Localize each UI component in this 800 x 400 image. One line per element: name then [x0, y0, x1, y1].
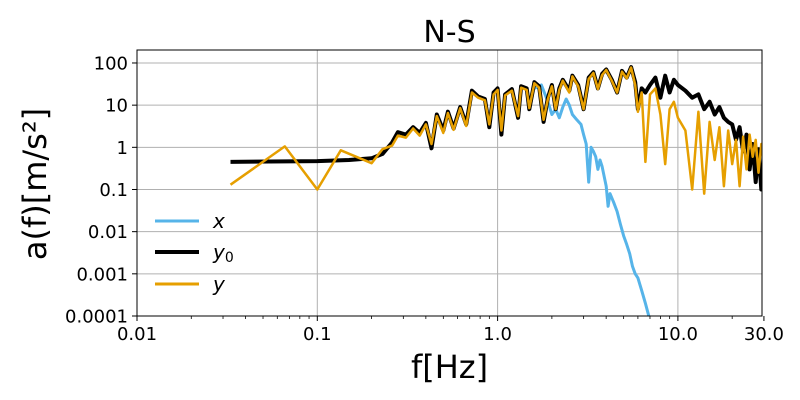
y-axis-label: a(f)[m/s²]	[16, 108, 54, 260]
y-tick-label: 0.0001	[65, 307, 128, 328]
x-tick-label: 0.1	[303, 324, 332, 345]
y-tick-label: 10	[105, 96, 128, 117]
x-tick-label: 1.0	[483, 324, 512, 345]
series-layer	[229, 65, 762, 316]
series-y-line	[229, 66, 762, 195]
x-tick-label: 0.01	[117, 324, 157, 345]
y-tick-label: 0.1	[99, 180, 128, 201]
y-tick-label: 1	[117, 138, 128, 159]
y-tick-label: 0.001	[76, 264, 128, 285]
chart-title: N-S	[423, 15, 475, 50]
x-tick-labels: 0.01 0.1 1.0 10.0 30.0	[117, 324, 784, 345]
y-tick-label: 100	[94, 53, 128, 74]
legend-label-x: x	[212, 209, 225, 233]
plot-frame	[136, 49, 763, 317]
legend: x y0 y	[155, 209, 234, 296]
grid-lines	[137, 50, 762, 316]
y-tick-labels: 0.0001 0.001 0.01 0.1 1 10 100	[65, 53, 128, 327]
axis-ticks	[132, 62, 765, 321]
y-tick-label: 0.01	[88, 222, 128, 243]
x-axis-label: f[Hz]	[411, 348, 488, 386]
x-tick-label: 30.0	[744, 324, 784, 345]
x-tick-label: 10.0	[658, 324, 698, 345]
series-x-line	[533, 83, 651, 316]
legend-label-y: y	[212, 272, 226, 296]
legend-label-y0: y0	[212, 240, 234, 266]
